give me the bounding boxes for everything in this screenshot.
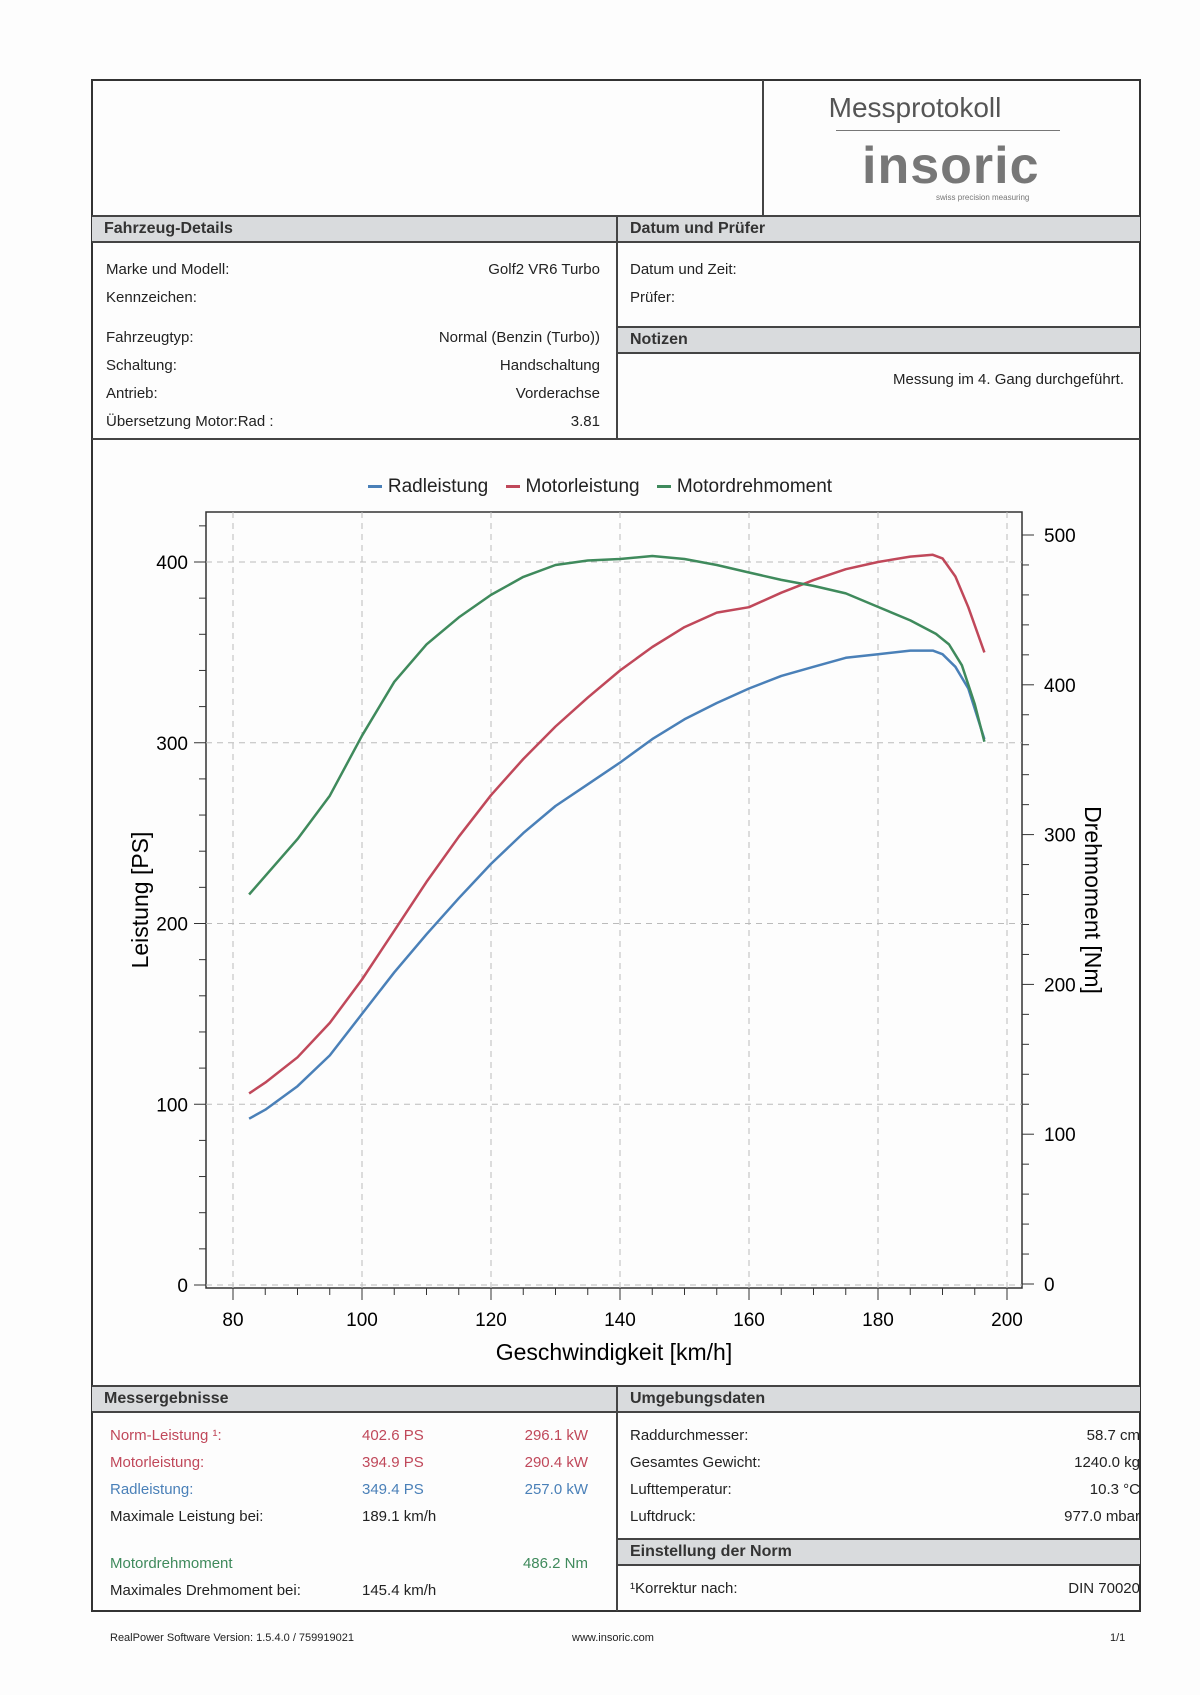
divider — [616, 1385, 618, 1611]
report-frame — [91, 79, 1141, 1612]
result-kw: 257.0 kW — [524, 1481, 588, 1498]
software-version: RealPower Software Version: 1.5.4.0 / 75… — [110, 1632, 354, 1644]
legend-label: Motorleistung — [525, 476, 640, 497]
norm-heading: Einstellung der Norm — [616, 1538, 1140, 1566]
legend-radleistung: Radleistung — [367, 476, 489, 497]
environment-label: Lufttemperatur: — [630, 1481, 732, 1498]
vehicle-field-label: Kennzeichen: — [106, 289, 197, 306]
x-tick-label: 160 — [733, 1310, 765, 1331]
legend-label: Motordrehmoment — [676, 476, 833, 497]
vehicle-field-label: Übersetzung Motor:Rad : — [106, 413, 274, 430]
result-label: Motorleistung: — [110, 1454, 205, 1471]
x-tick-label: 80 — [222, 1310, 243, 1331]
date-label: Datum und Zeit: — [630, 261, 737, 278]
y2-axis-label: Drehmoment [Nm] — [1080, 806, 1106, 994]
y-tick-label: 200 — [156, 915, 188, 936]
result-ps: 349.4 PS — [362, 1481, 424, 1498]
environment-label: Luftdruck: — [630, 1508, 696, 1525]
notes-heading: Notizen — [616, 326, 1140, 354]
x-tick-label: 200 — [991, 1310, 1023, 1331]
x-tick-label: 140 — [604, 1310, 636, 1331]
result-ps: 189.1 km/h — [362, 1508, 437, 1525]
environment-value: 58.7 cm — [1086, 1427, 1140, 1444]
environment-value: 977.0 mbar — [1064, 1508, 1140, 1525]
y2-tick-label: 100 — [1044, 1125, 1076, 1146]
vehicle-field-value: Normal (Benzin (Turbo)) — [438, 329, 600, 346]
vehicle-field-value: Vorderachse — [515, 385, 600, 402]
vehicle-details-heading: Fahrzeug-Details — [92, 215, 616, 243]
y2-tick-label: 0 — [1044, 1275, 1055, 1296]
results-heading: Messergebnisse — [92, 1385, 616, 1413]
result-label: Motordrehmoment — [110, 1555, 233, 1572]
report-title: Messprotokoll — [828, 92, 1002, 123]
tester-label: Prüfer: — [630, 289, 676, 306]
vehicle-field-value: 3.81 — [570, 413, 600, 430]
result-ps: 394.9 PS — [362, 1454, 424, 1471]
divider — [92, 438, 1140, 440]
y2-tick-label: 400 — [1044, 676, 1076, 697]
x-tick-label: 180 — [862, 1310, 894, 1331]
result-label: Radleistung: — [110, 1481, 194, 1498]
norm-value: DIN 70020 — [1068, 1580, 1140, 1597]
environment-value: 10.3 °C — [1089, 1481, 1140, 1498]
y-axis-label: Leistung [PS] — [127, 832, 153, 969]
legend-swatch — [367, 485, 382, 489]
norm-label: ¹Korrektur nach: — [630, 1580, 738, 1597]
series-line-motorleistung — [248, 553, 986, 1095]
x-tick-label: 100 — [346, 1310, 378, 1331]
result-label: Maximales Drehmoment bei: — [110, 1582, 301, 1599]
y2-tick-label: 300 — [1044, 826, 1076, 847]
series-line-motordrehmoment — [248, 554, 986, 896]
environment-label: Raddurchmesser: — [630, 1427, 749, 1444]
result-kw: 290.4 kW — [524, 1454, 588, 1471]
legend-label: Radleistung — [387, 476, 489, 497]
result-kw — [440, 1578, 588, 1604]
notes-text: Messung im 4. Gang durchgeführt. — [893, 371, 1124, 388]
plot-area — [205, 511, 1023, 1289]
result-ps: 402.6 PS — [362, 1427, 424, 1444]
page-number: 1/1 — [1110, 1632, 1126, 1644]
y2-tick-label: 500 — [1044, 526, 1076, 547]
environment-label: Gesamtes Gewicht: — [630, 1454, 761, 1471]
y-tick-label: 300 — [156, 734, 188, 755]
y2-tick-label: 200 — [1044, 975, 1076, 996]
power-torque-chart: 80 100 120 140 160 180 200 0 100 200 300 400 0 100 200… — [127, 511, 1106, 1365]
divider — [762, 80, 764, 216]
result-label: Maximale Leistung bei: — [110, 1508, 264, 1525]
legend-motordrehmoment: Motordrehmoment — [656, 476, 833, 497]
divider — [836, 130, 1060, 131]
series-line-radleistung — [248, 649, 986, 1120]
vehicle-field-label: Fahrzeugtyp: — [106, 329, 194, 346]
legend-motorleistung: Motorleistung — [505, 476, 640, 497]
vehicle-field-label: Antrieb: — [106, 385, 158, 402]
vehicle-field-label: Marke und Modell: — [106, 261, 230, 278]
logo-tagline: swiss precision measuring — [936, 193, 1030, 202]
y-tick-label: 100 — [156, 1095, 188, 1116]
x-tick-label: 120 — [475, 1310, 507, 1331]
result-kw: 296.1 kW — [524, 1427, 588, 1444]
result-kw — [440, 1504, 588, 1530]
chart-legend: Radleistung Motorleistung Motordrehmomen… — [0, 476, 1200, 498]
vehicle-field-value: Handschaltung — [499, 357, 600, 374]
website-link[interactable]: www.insoric.com — [572, 1632, 654, 1644]
legend-swatch — [505, 485, 520, 489]
vehicle-field-label: Schaltung: — [106, 357, 177, 374]
y-tick-label: 0 — [177, 1276, 188, 1297]
result-ps: 145.4 km/h — [362, 1582, 437, 1599]
environment-value: 1240.0 kg — [1074, 1454, 1140, 1471]
x-axis-label: Geschwindigkeit [km/h] — [496, 1339, 732, 1365]
environment-heading: Umgebungsdaten — [616, 1385, 1140, 1413]
y-tick-label: 400 — [156, 553, 188, 574]
insoric-logo: insoric — [862, 137, 1040, 195]
result-label: Norm-Leistung ¹: — [110, 1427, 222, 1444]
vehicle-field-value: Golf2 VR6 Turbo — [488, 261, 600, 278]
legend-swatch — [656, 485, 671, 489]
result-kw: 486.2 Nm — [522, 1555, 588, 1572]
